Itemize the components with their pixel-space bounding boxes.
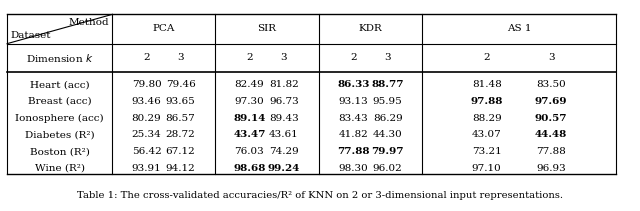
Text: 93.46: 93.46 bbox=[132, 97, 161, 106]
Text: Table 1: The cross-validated accuracies/R² of KNN on 2 or 3-dimensional input re: Table 1: The cross-validated accuracies/… bbox=[77, 191, 563, 200]
Text: 86.57: 86.57 bbox=[166, 114, 195, 123]
Text: 56.42: 56.42 bbox=[132, 147, 161, 156]
Text: 96.02: 96.02 bbox=[373, 164, 403, 173]
Text: 99.24: 99.24 bbox=[268, 164, 300, 173]
Text: 2: 2 bbox=[350, 53, 356, 62]
Text: 73.21: 73.21 bbox=[472, 147, 502, 156]
Text: 79.80: 79.80 bbox=[132, 80, 161, 89]
Text: 43.61: 43.61 bbox=[269, 130, 299, 139]
Text: 41.82: 41.82 bbox=[339, 130, 368, 139]
Text: 80.29: 80.29 bbox=[132, 114, 161, 123]
Text: AS 1: AS 1 bbox=[507, 24, 531, 33]
Text: 97.88: 97.88 bbox=[470, 97, 503, 106]
Text: 77.88: 77.88 bbox=[536, 147, 566, 156]
Text: 86.33: 86.33 bbox=[337, 80, 369, 89]
Text: 3: 3 bbox=[177, 53, 184, 62]
Text: 44.30: 44.30 bbox=[373, 130, 403, 139]
Text: 79.46: 79.46 bbox=[166, 80, 195, 89]
Text: 88.29: 88.29 bbox=[472, 114, 502, 123]
Text: SIR: SIR bbox=[257, 24, 276, 33]
Text: 44.48: 44.48 bbox=[535, 130, 567, 139]
Text: 2: 2 bbox=[246, 53, 253, 62]
Text: 2: 2 bbox=[483, 53, 490, 62]
Text: Heart (acc): Heart (acc) bbox=[30, 80, 90, 89]
Text: KDR: KDR bbox=[358, 24, 382, 33]
Text: 89.14: 89.14 bbox=[233, 114, 266, 123]
Text: 98.68: 98.68 bbox=[233, 164, 266, 173]
Text: PCA: PCA bbox=[152, 24, 175, 33]
Text: Breast (acc): Breast (acc) bbox=[28, 97, 92, 106]
Text: Wine (R²): Wine (R²) bbox=[35, 164, 84, 173]
Text: 81.82: 81.82 bbox=[269, 80, 299, 89]
Text: Boston (R²): Boston (R²) bbox=[30, 147, 90, 156]
Text: 74.29: 74.29 bbox=[269, 147, 299, 156]
Text: 86.29: 86.29 bbox=[373, 114, 403, 123]
Text: Dimension $k$: Dimension $k$ bbox=[26, 52, 93, 64]
Text: 76.03: 76.03 bbox=[234, 147, 264, 156]
Text: 93.65: 93.65 bbox=[166, 97, 195, 106]
Text: 3: 3 bbox=[548, 53, 554, 62]
Text: 98.30: 98.30 bbox=[339, 164, 368, 173]
Text: 3: 3 bbox=[385, 53, 391, 62]
Text: 97.69: 97.69 bbox=[535, 97, 568, 106]
Text: 25.34: 25.34 bbox=[132, 130, 161, 139]
Text: 3: 3 bbox=[281, 53, 287, 62]
Text: 81.48: 81.48 bbox=[472, 80, 502, 89]
Text: 83.43: 83.43 bbox=[339, 114, 368, 123]
Text: 79.97: 79.97 bbox=[371, 147, 404, 156]
Text: Ionosphere (acc): Ionosphere (acc) bbox=[15, 114, 104, 123]
Text: 83.50: 83.50 bbox=[536, 80, 566, 89]
Text: Dataset: Dataset bbox=[10, 31, 51, 40]
Text: 93.13: 93.13 bbox=[339, 97, 368, 106]
Text: 93.91: 93.91 bbox=[132, 164, 161, 173]
Text: 94.12: 94.12 bbox=[166, 164, 195, 173]
Text: 95.95: 95.95 bbox=[373, 97, 403, 106]
Text: 89.43: 89.43 bbox=[269, 114, 299, 123]
Text: Diabetes (R²): Diabetes (R²) bbox=[25, 130, 95, 139]
Text: 77.88: 77.88 bbox=[337, 147, 369, 156]
Text: 88.77: 88.77 bbox=[371, 80, 404, 89]
Text: 82.49: 82.49 bbox=[234, 80, 264, 89]
Text: 67.12: 67.12 bbox=[166, 147, 195, 156]
Text: 90.57: 90.57 bbox=[535, 114, 568, 123]
Text: 96.73: 96.73 bbox=[269, 97, 299, 106]
Text: 2: 2 bbox=[143, 53, 150, 62]
Text: 43.47: 43.47 bbox=[233, 130, 266, 139]
Text: 96.93: 96.93 bbox=[536, 164, 566, 173]
Text: 97.30: 97.30 bbox=[234, 97, 264, 106]
Text: Method: Method bbox=[68, 18, 109, 27]
Text: 28.72: 28.72 bbox=[166, 130, 195, 139]
Text: 43.07: 43.07 bbox=[472, 130, 502, 139]
Text: 97.10: 97.10 bbox=[472, 164, 502, 173]
